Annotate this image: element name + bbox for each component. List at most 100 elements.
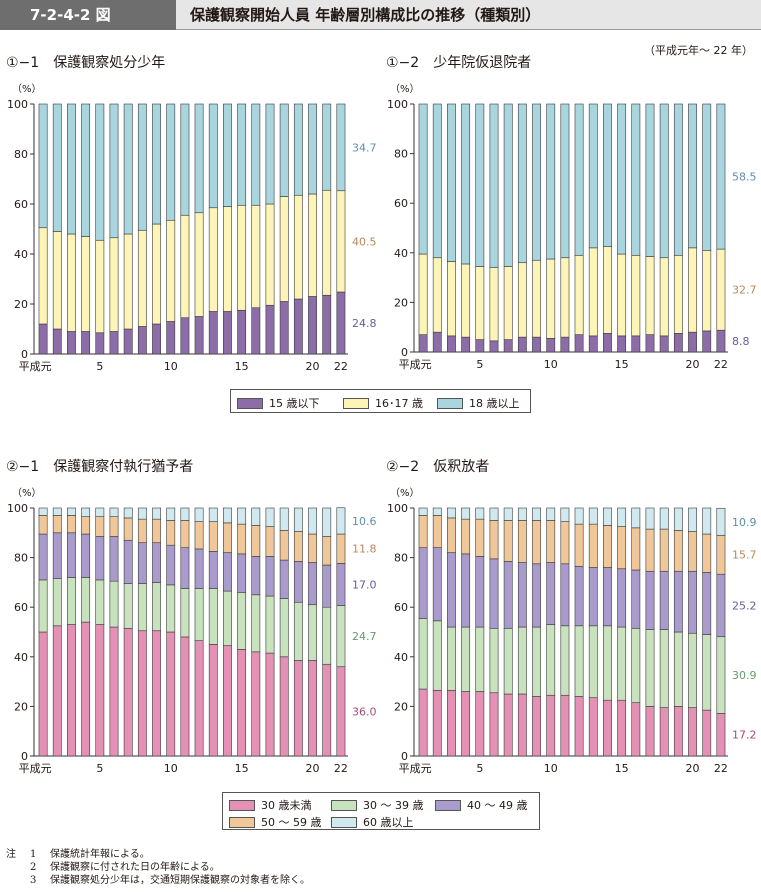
bar-segment xyxy=(688,103,697,249)
y-tick-label: 60 xyxy=(394,197,408,210)
stacked-bar-chart-3: 0 20 40 60 80 100 平成元 5 10 15 20 22 36.0 24.7 17.0 11.8… xyxy=(7,502,377,775)
legend-swatch-50s xyxy=(229,816,255,828)
bar-segment xyxy=(208,207,218,312)
bar-segment xyxy=(447,335,456,353)
y-tick-label: 80 xyxy=(394,552,408,565)
bar-segment xyxy=(432,103,442,259)
bar-segment xyxy=(322,294,332,355)
bar-segment xyxy=(503,627,513,695)
bar-segment xyxy=(659,257,669,337)
bar-segment xyxy=(588,625,598,699)
bar-segment xyxy=(336,291,346,355)
legend-swatch-under15 xyxy=(237,397,263,409)
bar-segment xyxy=(194,521,204,550)
bar-segment xyxy=(223,507,232,524)
x-tick-label: 20 xyxy=(686,358,700,371)
bar-segment xyxy=(560,257,570,338)
bar-segment xyxy=(166,520,176,546)
bar-segment xyxy=(322,606,332,665)
bar-segment xyxy=(574,103,584,256)
bar-segment xyxy=(560,521,570,565)
bar-segment xyxy=(588,247,598,337)
data-label: 11.8 xyxy=(352,543,377,556)
bar-segment xyxy=(688,247,697,333)
bar-segment xyxy=(180,103,190,216)
data-label: 17.2 xyxy=(732,729,757,742)
bar-segment xyxy=(603,567,612,627)
bar-segment xyxy=(588,523,598,568)
bar-segment xyxy=(52,532,62,579)
bar-segment xyxy=(447,689,456,757)
bar-segment xyxy=(702,507,712,535)
bar-segment xyxy=(208,644,218,757)
stacked-bar-chart-4: 0 20 40 60 80 100 平成元 5 10 15 20 22 17.2 30.9 25.2 15.7… xyxy=(387,502,757,775)
bar-segment xyxy=(279,656,289,757)
bar-segment xyxy=(265,652,275,757)
bar-segment xyxy=(461,103,471,265)
bar-segment xyxy=(560,625,570,696)
bar-segment xyxy=(489,558,499,629)
bar-segment xyxy=(166,219,176,322)
bar-segment xyxy=(322,663,332,757)
legend-item-under15: 15 歳以下 xyxy=(237,395,320,411)
x-tick-label: 平成元 xyxy=(399,762,432,775)
bar-segment xyxy=(418,547,428,619)
bar-segment xyxy=(223,206,232,312)
y-tick-label: 20 xyxy=(14,298,28,311)
bar-segment xyxy=(517,520,527,563)
bar-segment xyxy=(631,103,641,256)
bar-segment xyxy=(475,691,485,757)
bar-segment xyxy=(489,267,499,342)
bar-segment xyxy=(237,103,247,206)
bar-segment xyxy=(517,336,527,353)
bar-segment xyxy=(265,556,275,597)
bar-segment xyxy=(123,507,133,519)
footnote-text: 保護観察処分少年は，交通短期保護観察の対象者を除く。 xyxy=(50,875,310,886)
bar-segment xyxy=(336,507,346,535)
bar-segment xyxy=(617,507,627,527)
period-note: （平成元年～ 22 年） xyxy=(644,44,753,57)
bar-segment xyxy=(152,542,161,583)
bar-segment xyxy=(489,340,499,353)
y-tick-label: 40 xyxy=(394,651,408,664)
bar-segment xyxy=(560,694,570,757)
bar-segment xyxy=(95,516,105,537)
bar-segment xyxy=(574,254,584,335)
x-tick-label: 15 xyxy=(615,762,629,775)
figure-title: 保護観察開始人員 年齢層別構成比の推移（種類別） xyxy=(176,0,761,30)
bar-segment xyxy=(688,331,697,353)
bar-segment xyxy=(308,296,317,355)
bar-segment xyxy=(279,103,289,197)
bar-segment xyxy=(180,317,190,355)
legend-label-under15: 15 歳以下 xyxy=(269,397,320,410)
bar-segment xyxy=(617,253,627,337)
bar-segment xyxy=(81,577,91,623)
legend-item-16-17: 16･17 歳 xyxy=(343,395,423,411)
legend-label-16-17: 16･17 歳 xyxy=(375,397,423,410)
y-tick-label: 100 xyxy=(7,98,28,111)
footnote-text: 保護観察に付された日の年齢による。 xyxy=(50,862,220,873)
bar-segment xyxy=(194,212,204,317)
bar-segment xyxy=(603,246,612,334)
bar-segment xyxy=(532,563,541,628)
bar-segment xyxy=(546,624,556,696)
x-tick-label: 22 xyxy=(714,762,728,775)
bar-segment xyxy=(532,507,541,521)
bar-segment xyxy=(659,707,669,757)
footnote-number: 1 xyxy=(30,849,37,860)
bar-segment xyxy=(293,507,303,532)
bar-segment xyxy=(166,321,176,355)
bar-segment xyxy=(716,248,726,331)
bar-segment xyxy=(532,259,541,338)
bar-segment xyxy=(95,579,105,625)
bar-segment xyxy=(489,103,499,268)
bar-segment xyxy=(109,331,119,355)
y-tick-label: 0 xyxy=(21,750,28,763)
legend-label-18plus: 18 歳以上 xyxy=(469,397,520,410)
bar-segment xyxy=(475,556,485,628)
bar-segment xyxy=(180,547,190,589)
bar-segment xyxy=(223,552,232,592)
bar-segment xyxy=(532,696,541,757)
bar-segment xyxy=(432,620,442,691)
x-tick-label: 20 xyxy=(306,360,320,373)
